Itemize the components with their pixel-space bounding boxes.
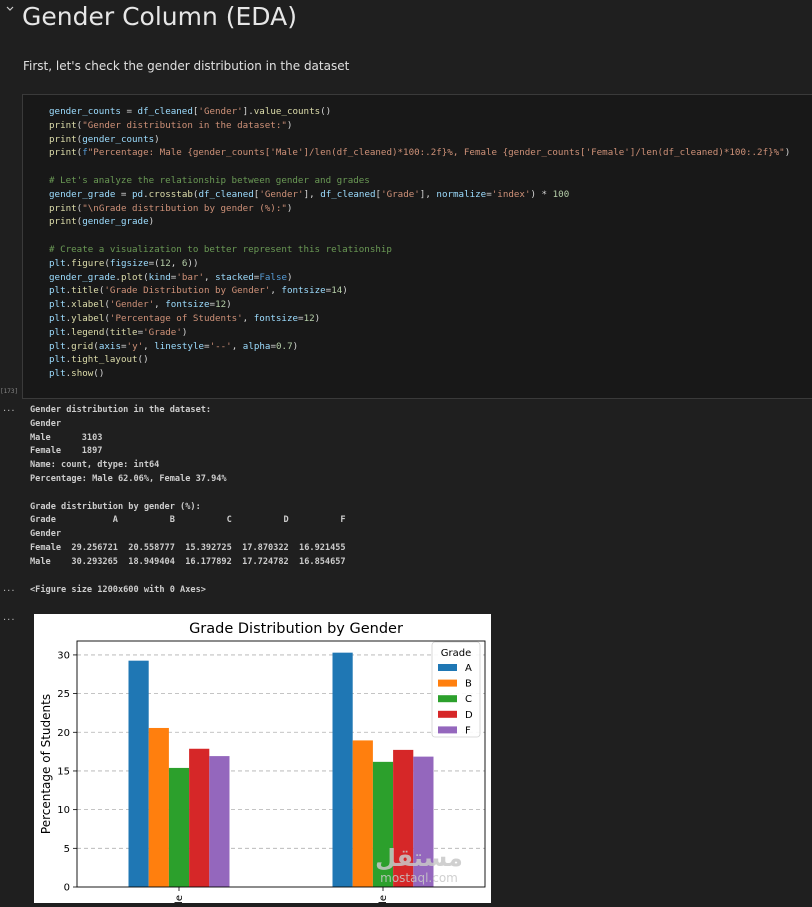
legend-label-c: C — [465, 694, 472, 705]
y-axis-label: Percentage of Students — [39, 694, 53, 834]
chart-figure: 0 5 10 15 20 25 30 Female Male Grade Distribution… — [34, 614, 491, 907]
y-tick-label: 10 — [57, 805, 70, 816]
y-tick-label: 15 — [57, 766, 70, 777]
output-menu-icon[interactable]: ... — [3, 403, 16, 414]
legend-swatch-a — [438, 664, 457, 671]
execution-count: [173] — [0, 388, 19, 395]
y-tick-label: 25 — [57, 689, 70, 700]
legend-label-f: F — [465, 725, 471, 736]
x-tick-label: Male — [378, 895, 389, 903]
code-cell[interactable]: gender_counts = df_cleaned['Gender'].val… — [22, 94, 812, 399]
bar-chart: 0 5 10 15 20 25 30 Female Male Grade Distribution… — [39, 621, 486, 907]
collapse-chevron-icon[interactable] — [5, 4, 15, 14]
legend-swatch-f — [438, 726, 457, 734]
bar-female-f — [209, 756, 230, 887]
chart-title: Grade Distribution by Gender — [189, 621, 403, 637]
watermark-domain: mostaql.com — [380, 871, 458, 885]
bar-female-b — [148, 727, 169, 887]
bar-male-a — [332, 652, 353, 887]
y-tick-label: 30 — [57, 650, 70, 661]
legend-title: Grade — [441, 648, 472, 659]
bar-female-c — [168, 767, 190, 887]
output-menu-icon[interactable]: ... — [3, 583, 16, 594]
output-text-2: <Figure size 1200x600 with 0 Axes> — [30, 585, 206, 595]
code-editor[interactable]: gender_counts = df_cleaned['Gender'].val… — [49, 106, 791, 380]
legend-label-b: B — [465, 679, 472, 690]
bar-male-b — [352, 740, 373, 887]
bar-male-c — [372, 761, 394, 887]
bar-female-a — [128, 660, 149, 887]
legend-swatch-c — [438, 695, 457, 703]
bar-male-d — [393, 749, 414, 887]
legend-swatch-b — [438, 679, 457, 687]
y-tick-label: 20 — [57, 728, 70, 739]
y-tick-label: 0 — [64, 883, 70, 894]
watermark-logo: مستقل — [375, 844, 463, 872]
plot-frame — [76, 640, 486, 888]
intro-text: First, let's check the gender distributi… — [23, 59, 350, 73]
y-tick-label: 5 — [64, 844, 70, 855]
legend-label-d: D — [465, 710, 473, 721]
section-title: Gender Column (EDA) — [22, 2, 297, 31]
bar-female-d — [189, 748, 210, 887]
x-tick-label: Female — [174, 895, 185, 903]
output-menu-icon[interactable]: ... — [3, 612, 16, 623]
output-text-1: Gender distribution in the dataset: Gend… — [30, 405, 346, 567]
legend-swatch-d — [438, 710, 457, 718]
bar-male-f — [413, 756, 434, 887]
legend-label-a: A — [465, 663, 472, 674]
